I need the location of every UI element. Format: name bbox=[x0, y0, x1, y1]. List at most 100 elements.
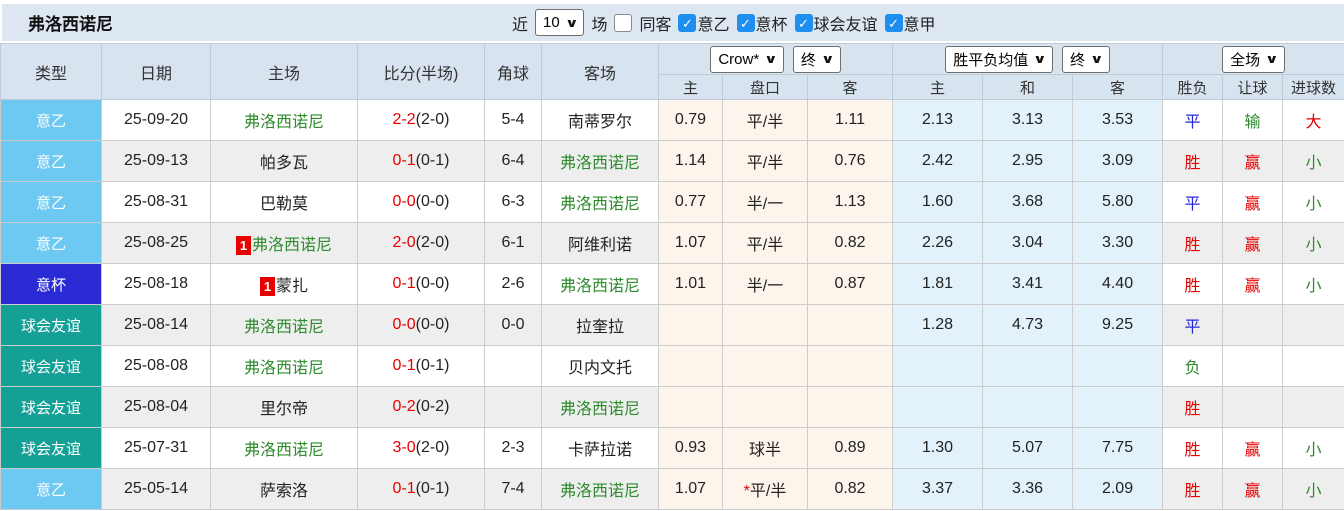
date-cell: 25-08-14 bbox=[101, 304, 211, 346]
league-filter-serie-b[interactable]: ✓ 意乙 bbox=[678, 11, 730, 35]
handicap-line-cell: 半/一 bbox=[722, 181, 808, 223]
away-team-name: 弗洛西诺尼 bbox=[559, 196, 640, 213]
table-row: 意乙 25-09-20 弗洛西诺尼 2-2(2-0) 5-4 南蒂罗尔 0.79 平/半 1.1… bbox=[0, 99, 1344, 141]
handicap-result-cell: 赢 bbox=[1222, 263, 1284, 305]
handicap-line-cell bbox=[722, 386, 808, 428]
away-team-cell: 弗洛西诺尼 bbox=[541, 140, 659, 182]
scope-select[interactable]: 全场 ∨ bbox=[1222, 45, 1285, 73]
away-team-cell: 弗洛西诺尼 bbox=[541, 263, 659, 305]
corner-cell: 7-4 bbox=[484, 468, 542, 510]
recent-label: 近 bbox=[512, 16, 529, 34]
fulltime-score: 0-1 bbox=[392, 275, 416, 292]
odds-home-cell: 0.77 bbox=[658, 181, 723, 223]
table-row: 意乙 25-08-31 巴勒莫 0-0(0-0) 6-3 弗洛西诺尼 0.77 半/一 1.13… bbox=[0, 181, 1344, 223]
odds-home-cell bbox=[658, 304, 723, 346]
goals-cell: 小 bbox=[1282, 181, 1344, 223]
odds-away-cell bbox=[806, 386, 894, 428]
type-cell: 意乙 bbox=[0, 222, 102, 264]
handicap-result-cell: 赢 bbox=[1222, 427, 1284, 469]
avg-win-cell: 1.30 bbox=[892, 427, 984, 469]
home-team-name: 帕多瓦 bbox=[259, 155, 308, 172]
type-cell: 球会友谊 bbox=[0, 304, 102, 346]
home-team-name: 蒙扎 bbox=[275, 277, 308, 295]
sub-header-odds-away: 客 bbox=[806, 74, 894, 100]
home-team-name: 萨索洛 bbox=[259, 483, 308, 500]
away-team-cell: 弗洛西诺尼 bbox=[541, 386, 659, 428]
halftime-score: (0-1) bbox=[415, 480, 450, 497]
home-team-name: 弗洛西诺尼 bbox=[243, 442, 324, 459]
bookmaker-select[interactable]: Crow* ∨ bbox=[710, 45, 784, 73]
away-team-name: 卡萨拉诺 bbox=[567, 442, 632, 459]
date-cell: 25-08-08 bbox=[101, 345, 211, 387]
checked-checkbox-icon[interactable]: ✓ bbox=[794, 13, 813, 32]
type-cell: 意乙 bbox=[0, 181, 102, 223]
table-row: 球会友谊 25-08-04 里尔帝 0-2(0-2) 弗洛西诺尼 胜 bbox=[0, 386, 1344, 428]
league-filter-friendly[interactable]: ✓ 球会友谊 bbox=[794, 11, 878, 35]
handicap-result-cell bbox=[1222, 345, 1284, 387]
home-team-name: 弗洛西诺尼 bbox=[243, 360, 324, 377]
avg-draw-cell: 2.95 bbox=[982, 140, 1074, 182]
date-cell: 25-08-18 bbox=[101, 263, 211, 305]
asterisk-mark: * bbox=[743, 483, 750, 500]
scope-group-header: 全场 ∨ bbox=[1162, 43, 1344, 75]
filter-controls: 近 10 ∨ 场 同客 ✓ 意乙 ✓ 意杯 ✓ 球会友谊 ✓ 意甲 bbox=[512, 4, 936, 41]
fulltime-score: 2-2 bbox=[392, 111, 416, 128]
sub-header-goals: 进球数 bbox=[1282, 74, 1344, 100]
avg-win-cell bbox=[892, 345, 984, 387]
odds-home-cell: 1.01 bbox=[658, 263, 723, 305]
chevron-down-icon: ∨ bbox=[1265, 52, 1279, 66]
avg-lose-cell: 9.25 bbox=[1072, 304, 1164, 346]
avg-lose-cell: 3.30 bbox=[1072, 222, 1164, 264]
halftime-score: (0-0) bbox=[415, 316, 450, 333]
wdl-time-select[interactable]: 终 ∨ bbox=[1062, 45, 1110, 73]
score-cell: 3-0(2-0) bbox=[357, 427, 485, 469]
away-team-name: 贝内文托 bbox=[567, 360, 632, 377]
avg-draw-cell: 3.36 bbox=[982, 468, 1074, 510]
fulltime-score: 0-1 bbox=[392, 152, 416, 169]
avg-lose-cell: 3.53 bbox=[1072, 99, 1164, 141]
same-venue-label: 同客 bbox=[639, 16, 672, 34]
home-team-name: 弗洛西诺尼 bbox=[251, 236, 332, 254]
same-venue-checkbox[interactable] bbox=[614, 13, 633, 32]
avg-draw-cell: 4.73 bbox=[982, 304, 1074, 346]
score-cell: 0-1(0-1) bbox=[357, 468, 485, 510]
odds-time-select[interactable]: 终 ∨ bbox=[792, 45, 841, 73]
away-team-name: 弗洛西诺尼 bbox=[559, 401, 640, 418]
sub-header-odds-home: 主 bbox=[658, 74, 723, 100]
halftime-score: (2-0) bbox=[415, 439, 450, 456]
chevron-down-icon: ∨ bbox=[764, 52, 778, 66]
halftime-score: (0-1) bbox=[415, 357, 450, 374]
handicap-result-cell: 赢 bbox=[1222, 140, 1284, 182]
result-cell: 胜 bbox=[1162, 263, 1224, 305]
corner-cell: 2-3 bbox=[484, 427, 542, 469]
league-filter-serie-a[interactable]: ✓ 意甲 bbox=[884, 11, 936, 35]
col-header-home: 主场 bbox=[210, 43, 358, 100]
result-cell: 胜 bbox=[1162, 222, 1224, 264]
avg-lose-cell: 7.75 bbox=[1072, 427, 1164, 469]
col-header-score: 比分(半场) bbox=[357, 43, 485, 100]
score-cell: 0-0(0-0) bbox=[357, 304, 485, 346]
recent-count-select[interactable]: 10 ∨ bbox=[535, 9, 585, 36]
away-team-cell: 卡萨拉诺 bbox=[541, 427, 659, 469]
score-cell: 2-2(2-0) bbox=[357, 99, 485, 141]
odds-home-cell: 1.14 bbox=[658, 140, 723, 182]
fulltime-score: 3-0 bbox=[392, 439, 416, 456]
handicap-line-cell bbox=[722, 304, 808, 346]
goals-cell bbox=[1282, 386, 1344, 428]
odds-home-cell: 1.07 bbox=[658, 468, 723, 510]
wdl-average-select[interactable]: 胜平负均值 ∨ bbox=[945, 45, 1054, 73]
type-cell: 意乙 bbox=[0, 99, 102, 141]
checked-checkbox-icon[interactable]: ✓ bbox=[884, 13, 903, 32]
corner-cell: 5-4 bbox=[484, 99, 542, 141]
league-filter-coppa[interactable]: ✓ 意杯 bbox=[736, 11, 788, 35]
home-team-cell: 里尔帝 bbox=[210, 386, 358, 428]
fulltime-score: 0-0 bbox=[392, 193, 416, 210]
goals-cell: 小 bbox=[1282, 263, 1344, 305]
away-team-name: 弗洛西诺尼 bbox=[559, 155, 640, 172]
avg-lose-cell bbox=[1072, 345, 1164, 387]
checked-checkbox-icon[interactable]: ✓ bbox=[736, 13, 755, 32]
checked-checkbox-icon[interactable]: ✓ bbox=[678, 13, 697, 32]
odds-home-cell: 0.79 bbox=[658, 99, 723, 141]
fulltime-score: 0-1 bbox=[392, 357, 416, 374]
